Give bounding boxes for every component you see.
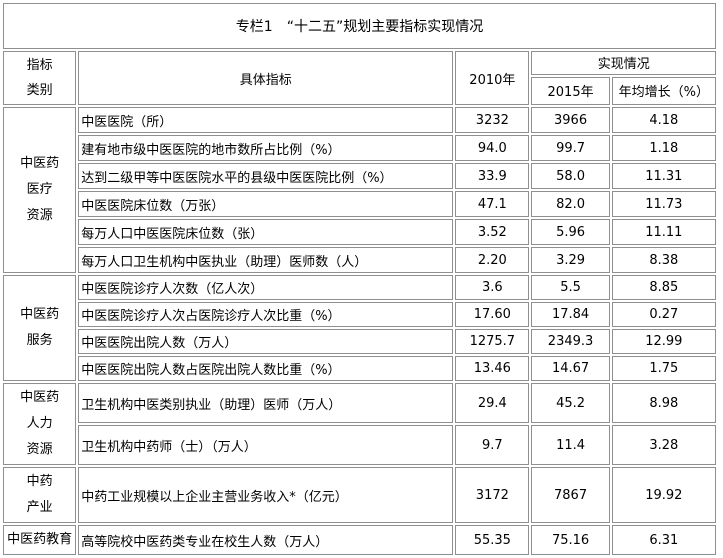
table-row: 专栏1 “十二五”规划主要指标实现情况: [3, 3, 716, 49]
indicator-label: 中医医院出院人数占医院出院人数比重（%）: [78, 356, 454, 381]
value-2010: 3232: [455, 107, 530, 133]
value-2010: 9.7: [455, 425, 530, 465]
table-row: 中医医院床位数（万张） 47.1 82.0 11.73: [3, 191, 716, 217]
value-2015: 2349.3: [531, 329, 610, 354]
value-2010: 47.1: [455, 191, 530, 217]
indicator-label: 建有地市级中医医院的地市数所占比例（%）: [78, 135, 454, 161]
indicator-label: 中医医院诊疗人次数（亿人次）: [78, 275, 454, 300]
table-row: 指标 类别 具体指标 2010年 实现情况: [3, 51, 716, 105]
value-2015: 5.96: [531, 219, 610, 245]
value-growth: 8.85: [611, 275, 716, 300]
header-result: 实现情况: [531, 51, 716, 75]
category-cell: 中医药教育: [3, 525, 77, 555]
value-2010: 1275.7: [455, 329, 530, 354]
indicator-label: 高等院校中医药类专业在校生人数（万人）: [78, 525, 454, 555]
value-2010: 29.4: [455, 383, 530, 423]
indicator-label: 卫生机构中医类别执业（助理）医师（万人）: [78, 383, 454, 423]
value-2015: 17.84: [531, 302, 610, 327]
value-2015: 82.0: [531, 191, 610, 217]
value-2015: 14.67: [531, 356, 610, 381]
header-category: 指标 类别: [3, 51, 77, 105]
value-2015: 99.7: [531, 135, 610, 161]
indicator-label: 中医医院床位数（万张）: [78, 191, 454, 217]
value-2015: 58.0: [531, 163, 610, 189]
value-2010: 33.9: [455, 163, 530, 189]
value-2010: 17.60: [455, 302, 530, 327]
value-2010: 3172: [455, 467, 530, 523]
value-growth: 8.98: [611, 383, 716, 423]
value-2015: 3.29: [531, 247, 610, 273]
value-growth: 11.31: [611, 163, 716, 189]
table-row: 2015年 年均增长（%）: [3, 76, 716, 105]
indicator-label: 达到二级甲等中医医院水平的县级中医医院比例（%）: [78, 163, 454, 189]
table-row: 达到二级甲等中医医院水平的县级中医医院比例（%） 33.9 58.0 11.31: [3, 163, 716, 189]
table-row: 每万人口卫生机构中医执业（助理）医师数（人） 2.20 3.29 8.38: [3, 247, 716, 273]
category-cell: 中医药 人力 资源: [3, 383, 77, 465]
category-cell: 中医药 医疗 资源: [3, 107, 77, 273]
table-row: 中医医院诊疗人次占医院诊疗人次比重（%） 17.60 17.84 0.27: [3, 302, 716, 327]
value-2010: 55.35: [455, 525, 530, 555]
indicator-label: 每万人口中医医院床位数（张）: [78, 219, 454, 245]
value-2015: 7867: [531, 467, 610, 523]
indicator-label: 中医医院出院人数（万人）: [78, 329, 454, 354]
value-growth: 3.28: [611, 425, 716, 465]
value-2010: 13.46: [455, 356, 530, 381]
value-growth: 11.73: [611, 191, 716, 217]
value-growth: 0.27: [611, 302, 716, 327]
value-growth: 11.11: [611, 219, 716, 245]
value-growth: 1.18: [611, 135, 716, 161]
category-cell: 中药 产业: [3, 467, 77, 523]
value-2015: 3966: [531, 107, 610, 133]
indicator-label: 卫生机构中药师（士）（万人）: [78, 425, 454, 465]
header-growth: 年均增长（%）: [611, 76, 716, 105]
table-row: 每万人口中医医院床位数（张） 3.52 5.96 11.11: [3, 219, 716, 245]
indicator-label: 中医医院（所）: [78, 107, 454, 133]
value-growth: 4.18: [611, 107, 716, 133]
value-growth: 1.75: [611, 356, 716, 381]
table-row: 中医医院出院人数占医院出院人数比重（%） 13.46 14.67 1.75: [3, 356, 716, 381]
value-growth: 12.99: [611, 329, 716, 354]
header-indicator: 具体指标: [78, 51, 454, 105]
header-2015: 2015年: [531, 76, 610, 105]
indicator-label: 中药工业规模以上企业主营业务收入*（亿元）: [78, 467, 454, 523]
table-row: 建有地市级中医医院的地市数所占比例（%） 94.0 99.7 1.18: [3, 135, 716, 161]
value-2010: 94.0: [455, 135, 530, 161]
table-title: 专栏1 “十二五”规划主要指标实现情况: [3, 3, 716, 49]
table-row: 中医药教育 高等院校中医药类专业在校生人数（万人） 55.35 75.16 6.…: [3, 525, 716, 555]
category-cell: 中医药 服务: [3, 275, 77, 381]
value-2015: 11.4: [531, 425, 610, 465]
value-2015: 5.5: [531, 275, 610, 300]
value-growth: 6.31: [611, 525, 716, 555]
indicator-label: 中医医院诊疗人次占医院诊疗人次比重（%）: [78, 302, 454, 327]
table-row: 卫生机构中药师（士）（万人） 9.7 11.4 3.28: [3, 425, 716, 465]
table-row: 中医药 服务 中医医院诊疗人次数（亿人次） 3.6 5.5 8.85: [3, 275, 716, 381]
indicator-label: 每万人口卫生机构中医执业（助理）医师数（人）: [78, 247, 454, 273]
header-2010: 2010年: [455, 51, 530, 105]
table-row: 中药 产业 中药工业规模以上企业主营业务收入*（亿元） 3172 7867 19…: [3, 467, 716, 523]
value-2010: 3.6: [455, 275, 530, 300]
value-2010: 2.20: [455, 247, 530, 273]
table-row: 中医药 医疗 资源 中医医院（所） 3232 3966 4.18: [3, 107, 716, 273]
table-row: 中医医院出院人数（万人） 1275.7 2349.3 12.99: [3, 329, 716, 354]
value-growth: 8.38: [611, 247, 716, 273]
value-2015: 45.2: [531, 383, 610, 423]
value-2015: 75.16: [531, 525, 610, 555]
value-growth: 19.92: [611, 467, 716, 523]
value-2010: 3.52: [455, 219, 530, 245]
table-row: 中医药 人力 资源 卫生机构中医类别执业（助理）医师（万人） 29.4 45.2…: [3, 383, 716, 465]
